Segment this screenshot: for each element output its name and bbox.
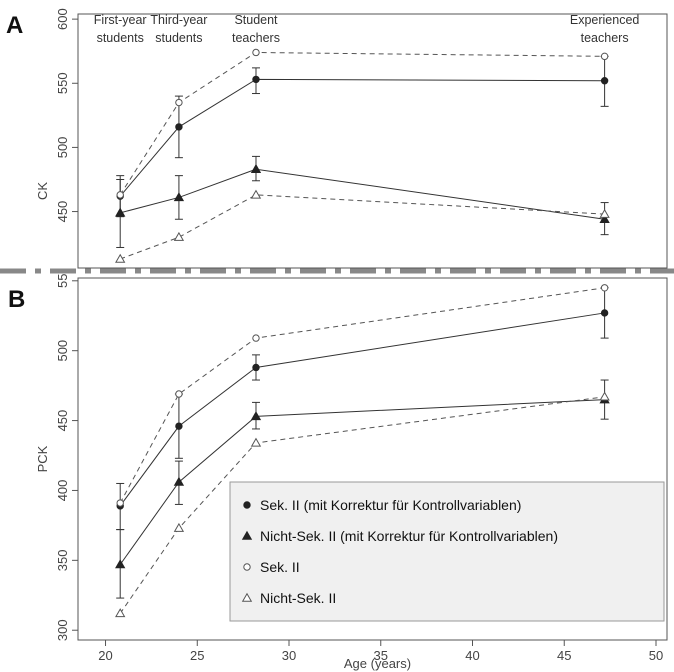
series-line-sek2_corr — [119, 78, 605, 197]
series-line-nichtsek2 — [120, 194, 605, 260]
data-point — [600, 309, 609, 317]
data-point — [115, 608, 126, 618]
legend: Sek. II (mit Korrektur für Kontrollvaria… — [229, 481, 665, 622]
panel-a-ck: A 450 500 550 600 CK First-year students Third-y… — [6, 8, 668, 269]
series-line-sek2_corr — [119, 312, 605, 507]
plot-frame — [77, 277, 668, 641]
x-tick-label: 45 — [557, 648, 571, 663]
series-line-nichtsek2_corr — [120, 168, 605, 220]
series-nichtsek2 — [115, 391, 610, 618]
y-tick-label: 450 — [55, 201, 70, 223]
y-axis-label: CK — [35, 182, 50, 200]
data-point — [115, 559, 126, 569]
x-tick-label: 35 — [374, 648, 388, 663]
group-label: teachers — [232, 31, 280, 45]
data-point — [250, 411, 262, 421]
series-line-nichtsek2_corr — [119, 399, 605, 565]
data-point — [173, 522, 185, 532]
legend-box — [229, 481, 665, 622]
legend-label: Nicht-Sek. II (mit Korrektur für Kontrol… — [260, 528, 558, 544]
legend-marker-icon — [243, 563, 251, 571]
x-axis-label: Age (years) — [344, 656, 411, 671]
panel-letter: B — [8, 286, 25, 313]
y-tick-label: 500 — [55, 340, 70, 362]
data-point — [116, 499, 124, 507]
panel-letter: A — [6, 12, 23, 39]
data-point — [250, 189, 262, 199]
series-nichtsek2 — [115, 189, 610, 263]
data-point — [116, 191, 124, 199]
data-point — [250, 437, 262, 447]
y-axis-label: PCK — [35, 445, 50, 472]
legend-item: Nicht-Sek. II — [241, 590, 336, 606]
x-tick-label: 20 — [98, 648, 112, 663]
data-point — [252, 75, 260, 84]
panel-b-pck: B 300 350 400 450 500 55 PCK 20 25 30 35 40 45 50 Age (… — [8, 274, 668, 671]
legend-label: Sek. II (mit Korrektur für Kontrollvaria… — [260, 497, 521, 513]
series-line-sek2 — [119, 51, 605, 196]
series-nichtsek2_corr — [115, 155, 610, 248]
x-tick-label: 40 — [465, 648, 479, 663]
data-point — [252, 363, 260, 372]
data-point — [173, 231, 185, 241]
group-label: students — [155, 31, 202, 45]
y-tick-label: 500 — [55, 137, 70, 159]
y-tick-label: 55 — [55, 274, 70, 288]
data-point — [600, 284, 609, 292]
data-point — [599, 208, 610, 218]
series-line-sek2 — [119, 287, 605, 504]
series-sek2 — [116, 48, 609, 199]
legend-item: Sek. II (mit Korrektur für Kontrollvaria… — [243, 497, 521, 513]
data-point — [175, 390, 183, 398]
series-sek2_corr — [116, 287, 609, 531]
group-label: First-year — [94, 13, 147, 27]
data-point — [115, 253, 126, 263]
group-label: teachers — [581, 31, 629, 45]
legend-marker-icon — [243, 501, 251, 509]
x-tick-label: 30 — [282, 648, 296, 663]
legend-label: Sek. II — [260, 559, 300, 575]
data-point — [173, 476, 185, 486]
series-sek2 — [116, 284, 609, 507]
legend-label: Nicht-Sek. II — [260, 590, 336, 606]
series-nichtsek2_corr — [115, 379, 610, 599]
data-point — [175, 422, 183, 430]
y-tick-label: 450 — [55, 410, 70, 432]
data-point — [600, 77, 609, 85]
legend-marker-icon — [241, 592, 253, 602]
group-label: students — [97, 31, 144, 45]
data-point — [252, 334, 260, 342]
x-tick-label: 25 — [190, 648, 204, 663]
data-point — [173, 192, 185, 202]
y-tick-label: 350 — [55, 549, 70, 571]
group-label: Experienced — [570, 13, 640, 27]
data-point — [115, 207, 126, 217]
data-point — [175, 98, 183, 107]
x-tick-label: 50 — [649, 648, 663, 663]
data-point — [599, 391, 610, 401]
legend-marker-icon — [241, 530, 253, 540]
y-tick-label: 300 — [55, 619, 70, 641]
series-sek2_corr — [116, 55, 609, 218]
plot-frame — [77, 13, 668, 269]
legend-item: Sek. II — [243, 559, 300, 575]
data-point — [250, 163, 262, 173]
y-tick-label: 550 — [55, 72, 70, 94]
data-point — [252, 48, 260, 57]
group-label: Third-year — [150, 13, 207, 27]
group-label: Student — [234, 13, 278, 27]
y-tick-label: 400 — [55, 480, 70, 502]
data-point — [600, 52, 609, 61]
legend-item: Nicht-Sek. II (mit Korrektur für Kontrol… — [241, 528, 558, 544]
data-point — [599, 213, 610, 223]
data-point — [175, 123, 183, 131]
y-tick-label: 600 — [55, 8, 70, 30]
